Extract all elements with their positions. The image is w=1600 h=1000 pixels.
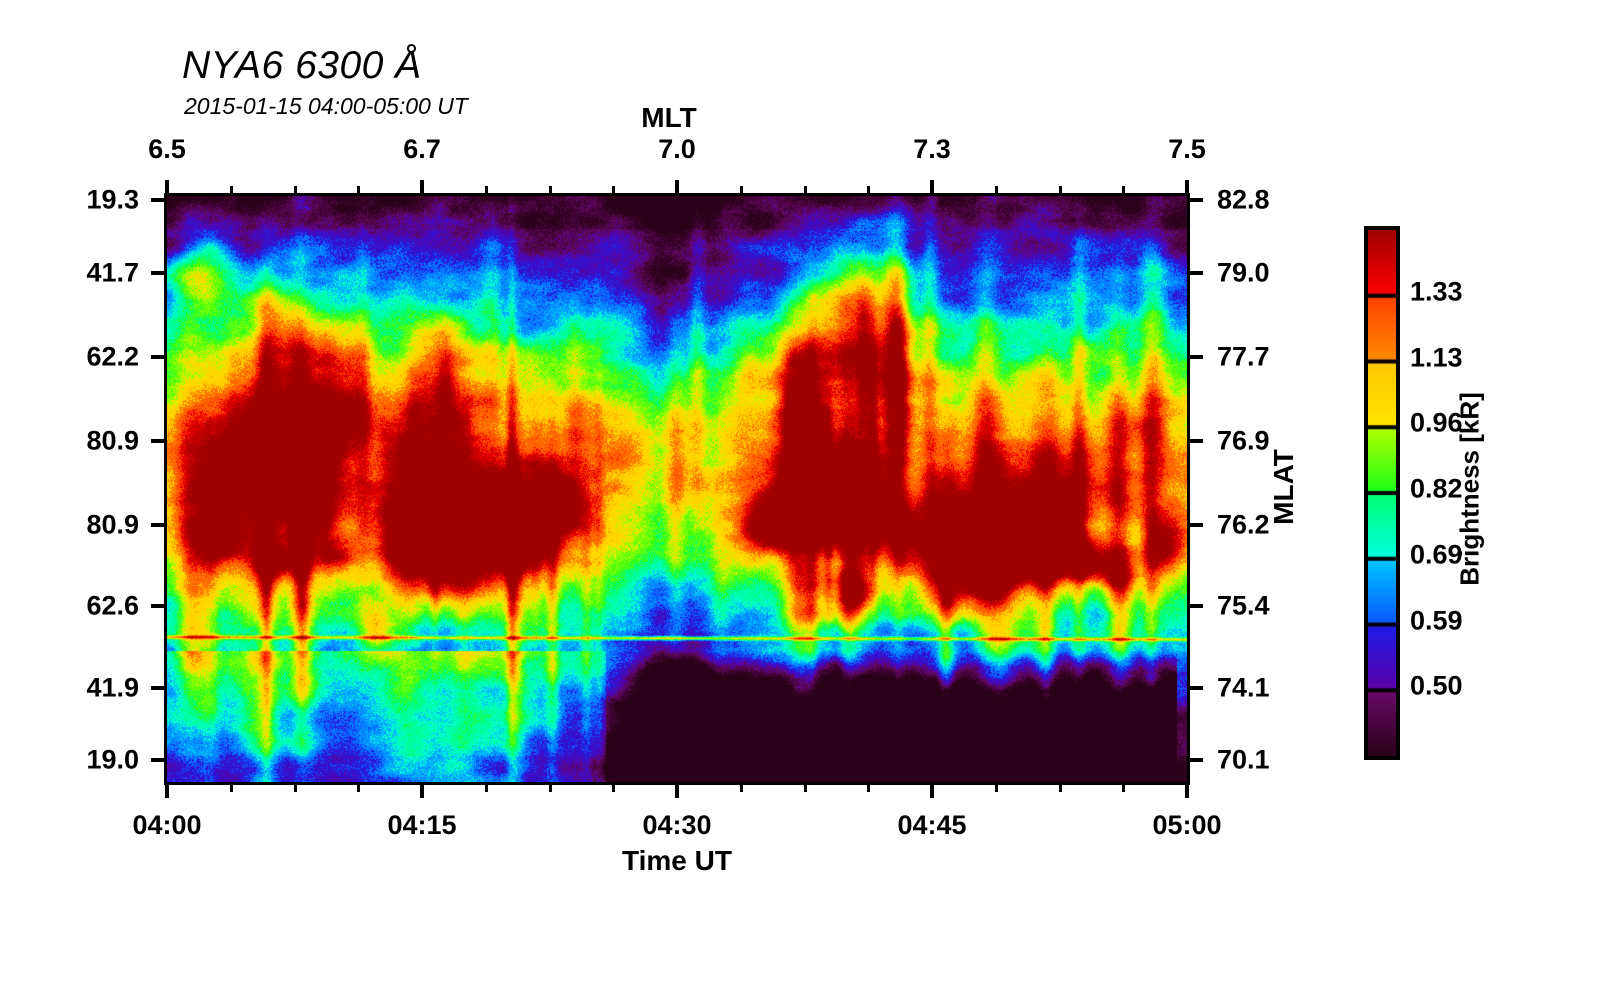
bottom-minor-tick-1-1 — [485, 782, 488, 792]
right-tick-3 — [1187, 439, 1203, 443]
bottom-axis-title: Time UT — [622, 845, 732, 876]
bottom-major-tick-1 — [420, 782, 424, 798]
right-tick-label-6: 74.1 — [1217, 672, 1270, 703]
left-tick-label-1: 41.7 — [86, 257, 139, 288]
bottom-major-tick-2 — [675, 782, 679, 798]
right-tick-label-5: 75.4 — [1217, 590, 1270, 621]
left-tick-7 — [151, 758, 167, 762]
colorbar-tick-label-3: 0.82 — [1410, 473, 1463, 504]
top-tick-label-2: 7.0 — [658, 134, 696, 164]
bottom-minor-tick-3-1 — [995, 782, 998, 792]
top-tick-label-1: 6.7 — [403, 134, 441, 164]
top-major-tick-1 — [420, 180, 424, 196]
bottom-tick-label-0: 04:00 — [132, 810, 202, 840]
right-axis-title: MLAT — [1268, 449, 1299, 525]
left-tick-label-5: 62.6 — [86, 590, 139, 621]
left-tick-label-0: 19.3 — [86, 184, 139, 215]
bottom-minor-tick-1-3 — [612, 782, 615, 792]
right-tick-label-1: 79.0 — [1217, 257, 1270, 288]
colorbar-tick-label-0: 1.33 — [1410, 276, 1463, 307]
top-minor-tick-3-1 — [995, 186, 998, 196]
bottom-minor-tick-0-3 — [357, 782, 360, 792]
right-tick-1 — [1187, 271, 1203, 275]
top-minor-tick-2-1 — [740, 186, 743, 196]
right-tick-2 — [1187, 355, 1203, 359]
bottom-major-tick-0 — [165, 782, 169, 798]
top-minor-tick-3-2 — [1059, 186, 1062, 196]
bottom-minor-tick-2-3 — [867, 782, 870, 792]
left-tick-4 — [151, 523, 167, 527]
right-tick-label-2: 77.7 — [1217, 341, 1270, 372]
bottom-major-tick-4 — [1185, 782, 1189, 798]
right-tick-label-0: 82.8 — [1217, 184, 1270, 215]
colorbar-tick-label-1: 1.13 — [1410, 342, 1463, 372]
top-major-tick-0 — [165, 180, 169, 196]
bottom-minor-tick-2-1 — [740, 782, 743, 792]
colorbar-tick-label-4: 0.69 — [1410, 539, 1463, 570]
top-tick-label-3: 7.3 — [913, 134, 951, 164]
left-tick-0 — [151, 198, 167, 202]
left-tick-5 — [151, 604, 167, 608]
right-tick-4 — [1187, 523, 1203, 527]
left-tick-label-4: 80.9 — [86, 509, 139, 540]
top-tick-label-0: 6.5 — [148, 134, 186, 164]
left-tick-1 — [151, 271, 167, 275]
bottom-tick-label-4: 05:00 — [1152, 810, 1222, 840]
top-major-tick-3 — [930, 180, 934, 196]
bottom-minor-tick-2-2 — [804, 782, 807, 792]
top-minor-tick-3-3 — [1122, 186, 1125, 196]
top-minor-tick-2-2 — [804, 186, 807, 196]
right-tick-label-4: 76.2 — [1217, 509, 1270, 540]
right-tick-7 — [1187, 758, 1203, 762]
top-minor-tick-2-3 — [867, 186, 870, 196]
left-tick-label-2: 62.2 — [86, 341, 139, 372]
colorbar — [1364, 226, 1400, 760]
right-tick-0 — [1187, 198, 1203, 202]
left-tick-label-3: 80.9 — [86, 425, 139, 456]
right-tick-6 — [1187, 686, 1203, 690]
top-minor-tick-1-1 — [485, 186, 488, 196]
bottom-tick-label-1: 04:15 — [387, 810, 457, 840]
right-tick-5 — [1187, 604, 1203, 608]
top-minor-tick-0-1 — [230, 186, 233, 196]
bottom-major-tick-3 — [930, 782, 934, 798]
top-minor-tick-0-2 — [294, 186, 297, 196]
figure-title: NYA6 6300 Å — [182, 44, 422, 87]
left-tick-6 — [151, 686, 167, 690]
left-tick-label-7: 19.0 — [86, 744, 139, 775]
bottom-minor-tick-3-2 — [1059, 782, 1062, 792]
bottom-minor-tick-0-1 — [230, 782, 233, 792]
keogram-image — [167, 196, 1187, 782]
left-tick-3 — [151, 439, 167, 443]
top-minor-tick-1-2 — [549, 186, 552, 196]
bottom-minor-tick-3-3 — [1122, 782, 1125, 792]
right-tick-label-7: 70.1 — [1217, 744, 1270, 775]
figure-subtitle: 2015-01-15 04:00-05:00 UT — [184, 93, 468, 119]
top-minor-tick-1-3 — [612, 186, 615, 196]
bottom-tick-label-3: 04:45 — [897, 810, 967, 840]
bottom-tick-label-2: 04:30 — [642, 810, 712, 840]
top-minor-tick-0-3 — [357, 186, 360, 196]
colorbar-tick-label-6: 0.50 — [1410, 670, 1463, 701]
left-tick-label-6: 41.9 — [86, 672, 139, 703]
top-tick-label-4: 7.5 — [1168, 134, 1206, 164]
right-tick-label-3: 76.9 — [1217, 425, 1270, 456]
bottom-minor-tick-0-2 — [294, 782, 297, 792]
top-major-tick-2 — [675, 180, 679, 196]
top-major-tick-4 — [1185, 180, 1189, 196]
left-tick-2 — [151, 355, 167, 359]
top-axis-title: MLT — [641, 102, 697, 133]
colorbar-tick-label-5: 0.59 — [1410, 605, 1463, 635]
bottom-minor-tick-1-2 — [549, 782, 552, 792]
colorbar-tick-label-2: 0.96 — [1410, 407, 1463, 438]
